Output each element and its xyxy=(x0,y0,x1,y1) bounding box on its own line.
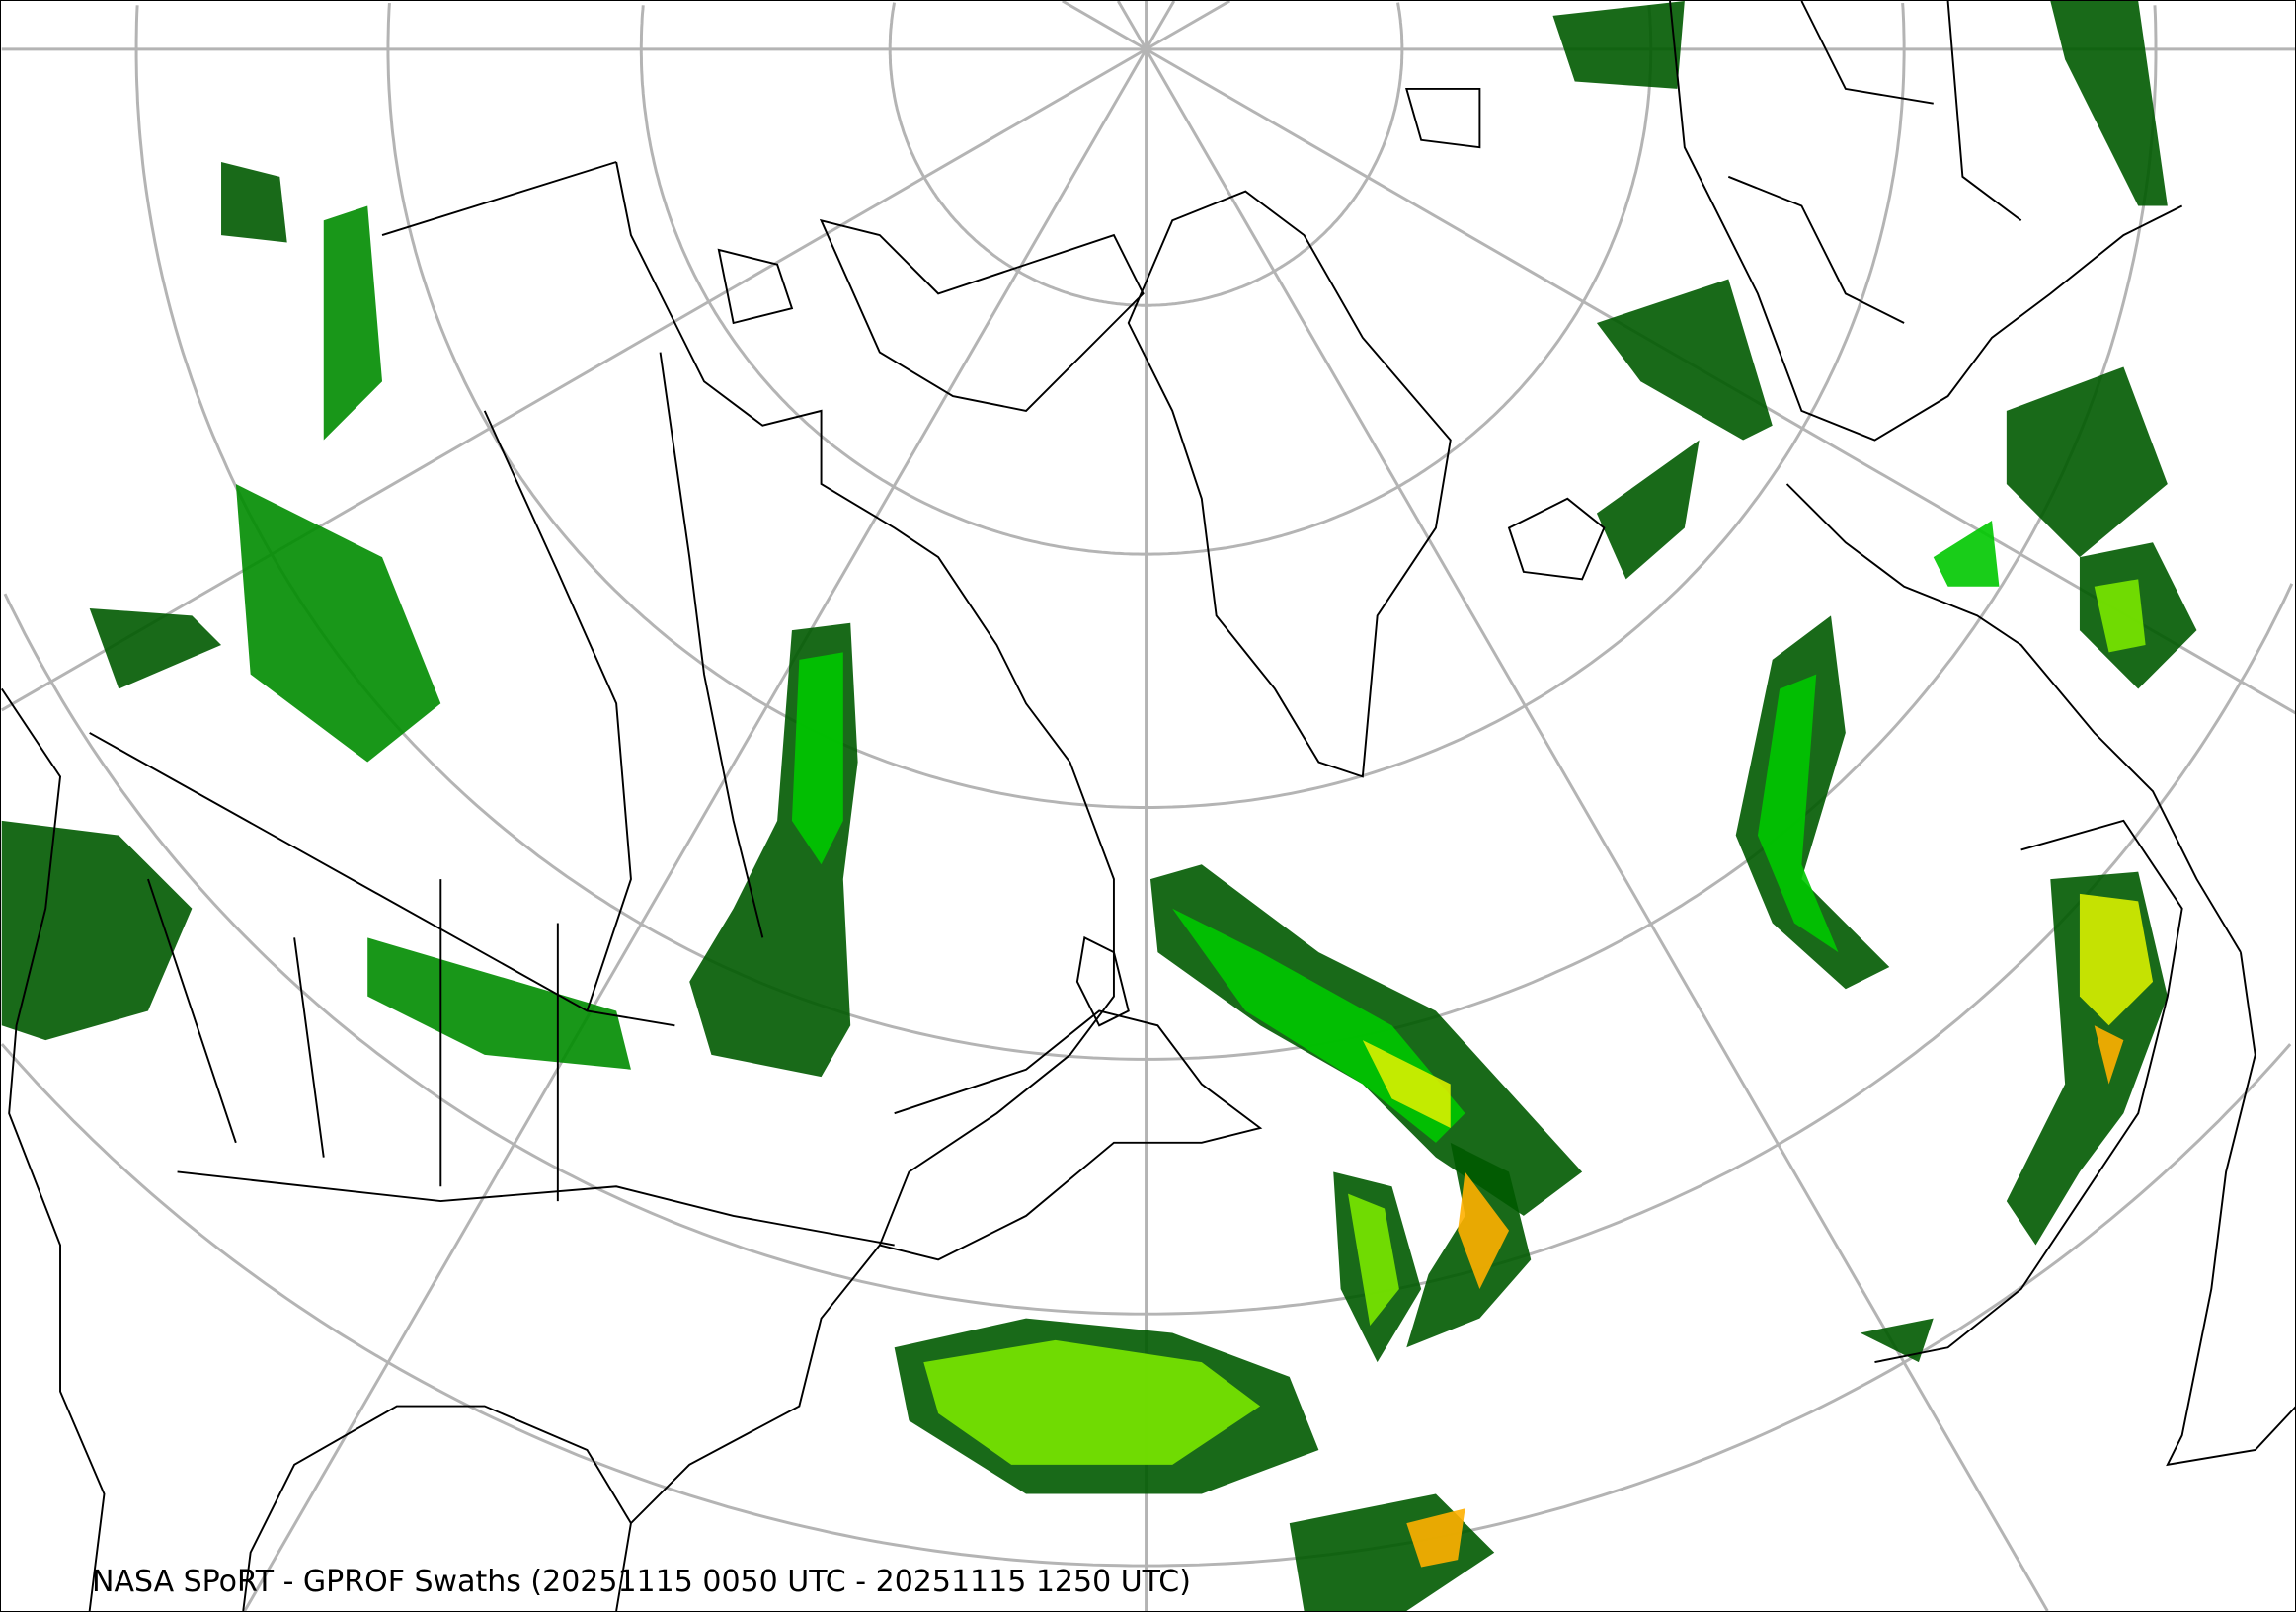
precip-swath xyxy=(2094,579,2146,653)
coastline xyxy=(1507,497,1606,581)
precip-swath xyxy=(367,937,631,1070)
coastline xyxy=(1127,190,1452,778)
precip-swath xyxy=(1458,1171,1510,1289)
precip-swath xyxy=(1,820,193,1041)
coastline xyxy=(381,161,617,237)
meridian-line xyxy=(1,47,1148,712)
coastline xyxy=(1,687,106,1611)
coastline xyxy=(659,352,764,938)
precip-swath xyxy=(2006,366,2168,558)
coastline xyxy=(1669,1,2183,442)
meridian-line xyxy=(243,48,1148,1611)
latitude-circle xyxy=(888,2,1404,307)
coastline xyxy=(1727,1,2022,324)
precip-swath xyxy=(1735,615,1890,990)
meridian-line xyxy=(1145,1,1176,50)
precip-swath xyxy=(2050,1,2168,206)
latitude-circle xyxy=(1396,2,1404,49)
precip-swath xyxy=(1406,1508,1465,1568)
precip-swath xyxy=(1596,279,1773,441)
coastline xyxy=(615,161,1115,1611)
coastline xyxy=(483,410,632,1011)
precip-swath xyxy=(323,205,383,441)
coastline xyxy=(879,1009,1263,1261)
map-caption: NASA SPoRT - GPROF Swaths (20251115 0050… xyxy=(92,1565,1191,1599)
latitude-circle xyxy=(639,5,1653,556)
latitude-circle xyxy=(3,583,2294,1316)
meridian-line xyxy=(1116,1,1148,50)
latitude-circle xyxy=(1901,2,1906,49)
precip-swath xyxy=(221,162,287,243)
coastline xyxy=(2166,952,2295,1467)
precip-swath xyxy=(2094,1025,2124,1085)
latitude-circle xyxy=(386,2,1906,809)
precip-swath xyxy=(2079,893,2154,1026)
coastline xyxy=(1874,819,2183,1364)
latitude-circle xyxy=(2153,5,2158,49)
coastline xyxy=(1785,483,2242,953)
precip-swath xyxy=(1933,521,2000,587)
precipitation-swaths xyxy=(1,1,2197,1611)
coastline xyxy=(147,878,559,1202)
meridian-line xyxy=(1145,1,1231,51)
precip-swath xyxy=(1757,674,1839,953)
precip-swath xyxy=(1596,440,1700,580)
coastline xyxy=(717,248,794,325)
precip-swath xyxy=(1348,1193,1399,1327)
precip-swath xyxy=(1860,1318,1934,1363)
coastline xyxy=(819,218,1145,412)
precip-swath xyxy=(791,652,843,865)
precip-swath xyxy=(1552,1,1685,89)
coastline xyxy=(177,1170,895,1247)
precip-swath xyxy=(1362,1040,1451,1128)
meridian-line xyxy=(1062,1,1148,51)
coastline xyxy=(1405,87,1481,149)
coastline xyxy=(1075,935,1130,1027)
coastline xyxy=(242,1405,632,1611)
precip-swath xyxy=(89,607,222,689)
precip-swath xyxy=(235,484,441,763)
precip-swath xyxy=(923,1339,1261,1465)
